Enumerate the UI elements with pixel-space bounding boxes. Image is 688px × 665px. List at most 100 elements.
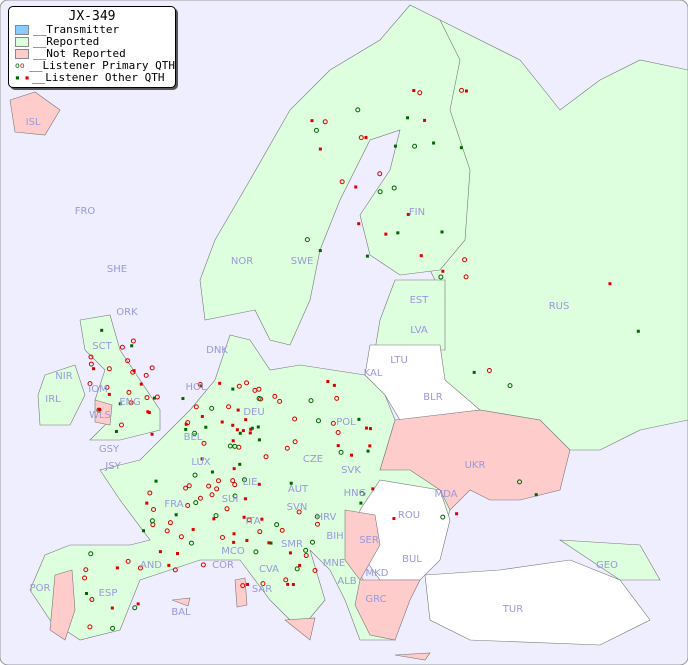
listener-other-qth-marker [318,249,322,253]
country-label-hol: HOL [185,382,207,393]
listener-other-qth-marker [174,513,178,517]
listener-other-qth-marker [238,462,242,466]
listener-primary-qth-marker [486,368,492,374]
listener-other-qth-marker [286,582,290,586]
listener-primary-qth-marker [232,443,238,449]
listener-primary-qth-marker [236,383,242,389]
listener-other-qth-marker [336,444,340,448]
listener-other-qth-marker [231,423,235,427]
listener-other-qth-marker [244,418,248,422]
listener-other-qth-marker [267,541,271,545]
legend-label: __Reported [33,35,100,48]
land-sicily [284,617,316,641]
country-label-svk: SVK [341,465,361,476]
land-britain [79,314,161,441]
listener-primary-qth-marker [260,581,266,587]
listener-primary-qth-marker [167,520,173,526]
listener-primary-qth-marker [339,179,345,185]
legend-primary-qth: oo __Listener Primary QTH [9,60,175,72]
listener-primary-qth-marker [126,389,132,395]
listener-primary-qth-marker [303,547,309,553]
listener-other-qth-marker [191,527,195,531]
listener-primary-qth-marker [132,605,138,611]
land-central [29,334,451,641]
listener-other-qth-marker [204,425,208,429]
listener-other-qth-marker [145,501,149,505]
listener-primary-qth-marker [82,575,88,581]
listener-primary-qth-marker [417,90,423,96]
country-label-mkd: MKD [365,568,389,579]
listener-primary-qth-marker [377,171,383,177]
listener-primary-qth-marker [314,521,320,527]
listener-primary-qth-marker [149,365,155,371]
listener-other-qth-marker [115,566,119,570]
listener-primary-qth-marker [191,430,197,436]
listener-primary-qth-marker [89,597,95,603]
listener-primary-qth-marker [458,87,464,93]
listener-other-qth-marker [136,602,140,606]
listener-primary-qth-marker [154,394,160,400]
country-label-swe: SWE [290,256,314,267]
listener-other-qth-marker [154,479,158,483]
listener-primary-qth-marker [83,567,89,573]
country-label-pol: POL [336,417,356,428]
listener-other-qth-marker [298,563,302,567]
reported-swatch [15,37,29,47]
other-qth-icon: ▪ ▪ [15,73,30,82]
country-label-wls: WLS [89,410,111,421]
listener-primary-qth-marker [216,478,222,484]
listener-primary-qth-marker [322,119,328,125]
listener-other-qth-marker [200,457,204,461]
listener-other-qth-marker [220,420,224,424]
listener-primary-qth-marker [246,517,252,523]
listener-other-qth-marker [231,439,235,443]
country-label-mne: MNE [322,558,346,569]
listener-primary-qth-marker [240,583,246,589]
listener-other-qth-marker [245,538,249,542]
listener-other-qth-marker [406,116,410,120]
listener-primary-qth-marker [279,527,285,533]
listener-primary-qth-marker [144,395,150,401]
country-label-est: EST [409,295,429,306]
country-label-isl: ISL [25,117,41,128]
listener-other-qth-marker [310,119,314,123]
listener-other-qth-marker [289,481,293,485]
listener-primary-qth-marker [201,440,207,446]
legend-label: __Not Reported [33,47,126,60]
country-label-ltu: LTU [390,355,408,366]
country-label-and: AND [139,560,163,571]
listener-primary-qth-marker [272,393,278,399]
listener-other-qth-marker [332,383,336,387]
listener-other-qth-marker [326,379,330,383]
country-label-bih: BIH [326,531,344,542]
listener-other-qth-marker [318,147,322,151]
land-crete [394,652,431,661]
country-label-rus: RUS [548,301,570,312]
listener-primary-qth-marker [463,274,469,280]
listener-primary-qth-marker [96,407,102,413]
listener-primary-qth-marker [186,483,192,489]
listener-other-qth-marker [231,387,235,391]
listener-primary-qth-marker [224,506,230,512]
listener-primary-qth-marker [183,485,189,491]
country-label-cva: CVA [258,564,280,575]
country-label-sct: SCT [92,341,112,352]
listener-primary-qth-marker [172,567,178,573]
listener-primary-qth-marker [206,483,212,489]
listener-primary-qth-marker [507,383,513,389]
listener-primary-qth-marker [263,454,269,460]
listener-other-qth-marker [150,432,154,436]
listener-primary-qth-marker [304,237,310,243]
country-label-lie: LIE [242,477,258,488]
country-label-iom: IOM [88,384,108,395]
listener-other-qth-marker [354,185,358,189]
listener-primary-qth-marker [193,404,199,410]
listener-primary-qth-marker [277,398,283,404]
listener-other-qth-marker [608,282,612,286]
country-label-mco: MCO [221,546,245,557]
country-label-she: SHE [106,264,128,275]
listener-other-qth-marker [423,118,427,122]
legend: JX-349 __Transmitter __Reported __Not Re… [8,6,176,88]
listener-other-qth-marker [238,431,242,435]
listener-primary-qth-marker [197,495,203,501]
